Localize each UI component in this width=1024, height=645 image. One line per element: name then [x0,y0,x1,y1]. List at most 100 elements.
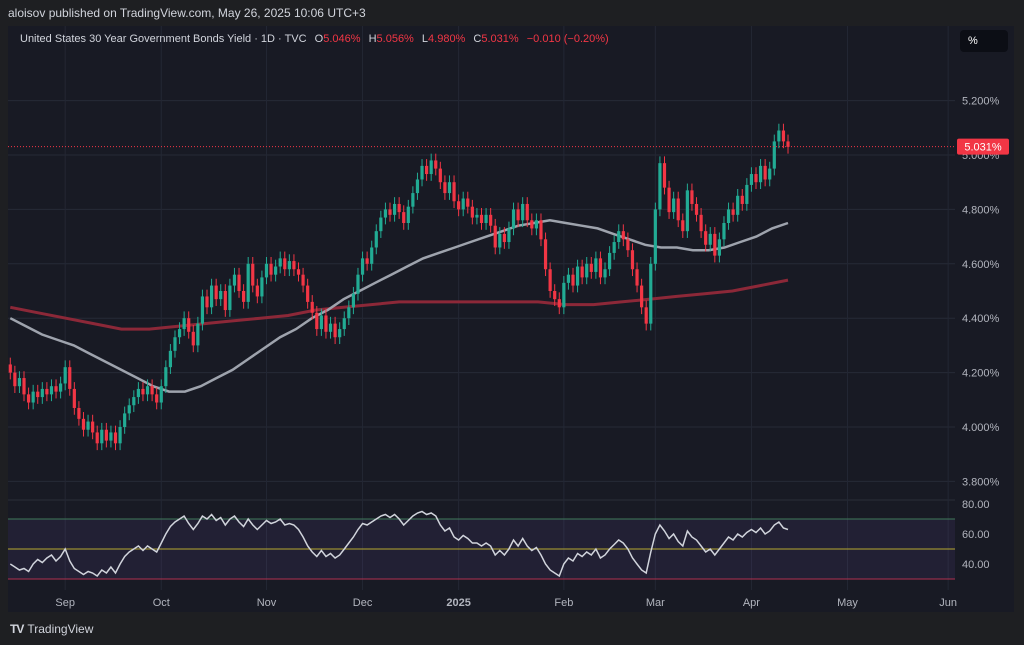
candle-body [607,252,612,270]
tradingview-logo-icon: TV [10,622,24,636]
candle-body [269,263,273,275]
candle-body [315,312,319,330]
candle-body [580,266,584,278]
candle-body [104,429,108,441]
footer-brand[interactable]: TV TradingView [10,622,93,636]
candle-body [594,258,598,272]
candle-body [209,285,214,308]
candle-body [543,239,548,270]
candle-body [598,258,603,278]
candle-body [22,378,26,395]
candle-body [251,263,255,286]
moving-average-short-line [9,219,789,393]
candle-body [49,386,54,395]
candle-body [191,331,195,346]
candle-body [470,206,474,218]
candle-body [356,274,360,294]
candle-body [763,165,767,180]
x-tick-label: Jun [939,597,957,609]
candle-body [617,231,621,243]
candle-body [479,214,484,223]
candle-body [109,432,113,441]
candle-body [255,285,259,297]
candle-body [159,386,163,403]
candle-body [777,130,781,142]
candle-body [95,432,99,444]
candle-body [86,421,90,430]
candle-body [745,184,749,204]
candle-body [283,258,287,270]
candle-body [374,231,378,248]
candle-body [553,291,557,300]
candle-body [457,201,461,210]
candle-body [310,301,314,313]
candle-body [113,432,118,444]
candle-body [63,367,67,384]
candle-body [342,318,346,330]
candle-body [228,285,232,311]
candle-body [13,372,17,387]
candle-body [575,266,580,286]
candle-body [443,182,447,194]
low-value: 4.980% [428,33,466,45]
candle-body [383,209,388,218]
candle-body [754,174,758,183]
candle-body [649,263,653,324]
last-price-tag [957,138,1009,155]
candle-body [347,307,351,319]
candle-body [772,141,776,169]
candle-body [786,141,790,147]
candle-body [182,318,186,330]
candle-body [749,174,754,185]
candle-body [45,388,49,395]
candle-body [59,383,63,392]
candle-body [40,388,44,398]
candle-body [415,179,420,194]
candle-body [360,258,365,275]
candle-body [264,263,269,278]
candle-body [781,130,786,142]
x-tick-label: Dec [353,597,373,609]
candle-body [768,168,772,180]
candle-body [521,203,525,221]
candle-body [246,263,250,302]
symbol-legend: United States 30 Year Government Bonds Y… [20,33,609,45]
y-tick-label: 4.200% [962,368,1000,380]
candle-body [54,386,58,392]
candle-body [219,291,223,300]
x-tick-label: Oct [153,597,170,609]
percent-scale-button[interactable]: % [960,30,1008,52]
candle-body [287,261,291,270]
x-tick-label: 2025 [446,597,470,609]
candle-body [672,198,676,213]
y-tick-label: 4.600% [962,259,1000,271]
candle-body [242,291,246,302]
candle-body [68,367,72,389]
candle-body [548,269,552,291]
y-tick-label: 4.000% [962,422,1000,434]
moving-average-long-line [10,278,789,331]
candle-body [31,391,35,403]
candle-body [118,427,122,444]
candle-body [722,223,726,240]
x-tick-label: May [837,597,858,609]
candle-body [704,231,708,245]
candle-body [685,190,689,232]
candle-body [155,394,159,403]
candle-body [699,214,703,232]
y-tick-label: 4.400% [962,313,1000,325]
candle-body [379,217,383,232]
candle-body [406,206,410,223]
chart-frame [8,26,1014,612]
candle-body [8,364,12,373]
candle-body [72,388,76,408]
candle-body [507,228,511,243]
candle-body [296,269,301,275]
candle-body [566,274,571,283]
candle-body [274,266,278,275]
high-label: H [368,33,377,45]
candle-body [644,307,648,324]
candle-body [585,263,589,278]
x-tick-label: Mar [646,597,665,609]
